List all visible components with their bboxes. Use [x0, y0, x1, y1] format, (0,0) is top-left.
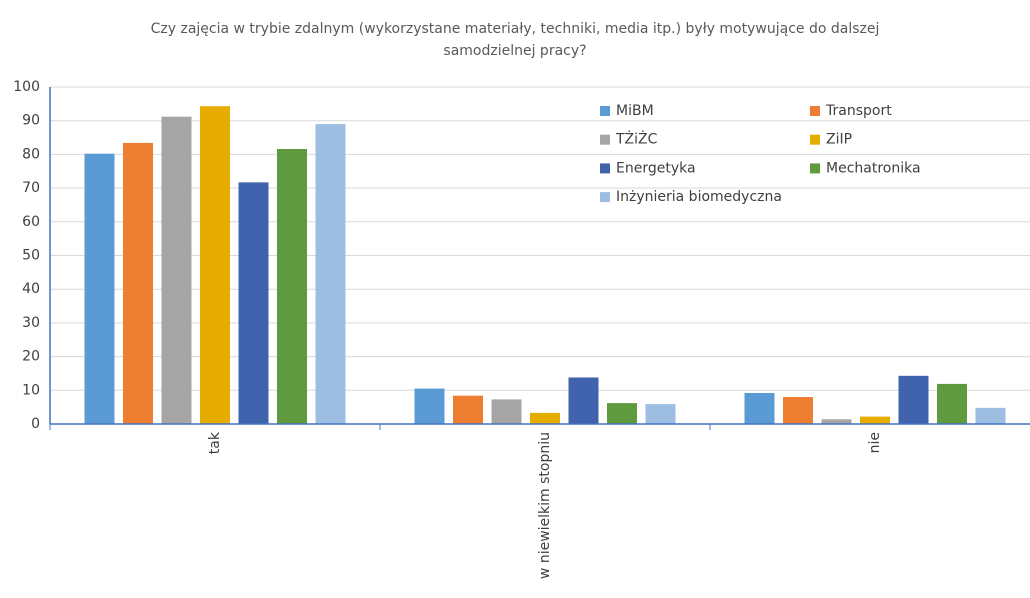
y-tick-label: 50: [22, 248, 40, 264]
bar: [453, 395, 483, 424]
bar: [744, 392, 775, 424]
legend-swatch: [810, 134, 820, 145]
legend-label: Energetyka: [616, 160, 696, 176]
bar: [200, 106, 230, 425]
x-tick-label: nie: [867, 432, 883, 453]
bar: [315, 124, 346, 424]
bar: [821, 419, 852, 424]
y-tick-label: 60: [22, 214, 40, 230]
bar: [414, 388, 445, 424]
y-tick-label: 100: [13, 79, 40, 95]
legend-label: TŻiŻC: [615, 130, 658, 148]
y-tick-label: 20: [22, 349, 40, 365]
y-tick-label: 80: [22, 146, 40, 162]
bar: [783, 397, 813, 424]
y-tick-label: 90: [22, 113, 40, 129]
bar: [975, 407, 1006, 424]
bar: [645, 404, 676, 424]
bar: [238, 182, 269, 424]
bar: [277, 149, 307, 424]
y-tick-label: 10: [22, 382, 40, 398]
legend-label: Mechatronika: [826, 160, 921, 176]
bar: [491, 399, 522, 424]
y-tick-label: 70: [22, 180, 40, 196]
y-tick-label: 0: [31, 416, 40, 432]
bar: [937, 383, 967, 424]
legend-swatch: [600, 163, 610, 174]
chart-title: Czy zajęcia w trybie zdalnym (wykorzysta…: [150, 21, 880, 59]
legend-swatch: [810, 163, 820, 174]
y-tick-label: 40: [22, 281, 40, 297]
legend-label: MiBM: [616, 103, 654, 119]
bar: [161, 116, 192, 424]
legend-swatch: [600, 106, 610, 116]
y-tick-label: 30: [22, 315, 40, 331]
bar: [860, 416, 890, 424]
legend-swatch: [600, 192, 610, 203]
legend-swatch: [600, 134, 610, 145]
legend-label: ZiIP: [826, 132, 852, 148]
bar: [530, 412, 560, 424]
x-tick-label: tak: [207, 431, 223, 454]
legend-label: Inżynieria biomedyczna: [616, 189, 782, 205]
bar: [607, 403, 637, 424]
bar: [123, 142, 153, 424]
bar: [898, 375, 929, 424]
legend-label: Transport: [825, 103, 892, 119]
legend-swatch: [810, 106, 820, 116]
bar: [84, 153, 115, 424]
x-tick-label: w niewielkim stopniu: [537, 432, 553, 579]
bar: [568, 377, 599, 424]
